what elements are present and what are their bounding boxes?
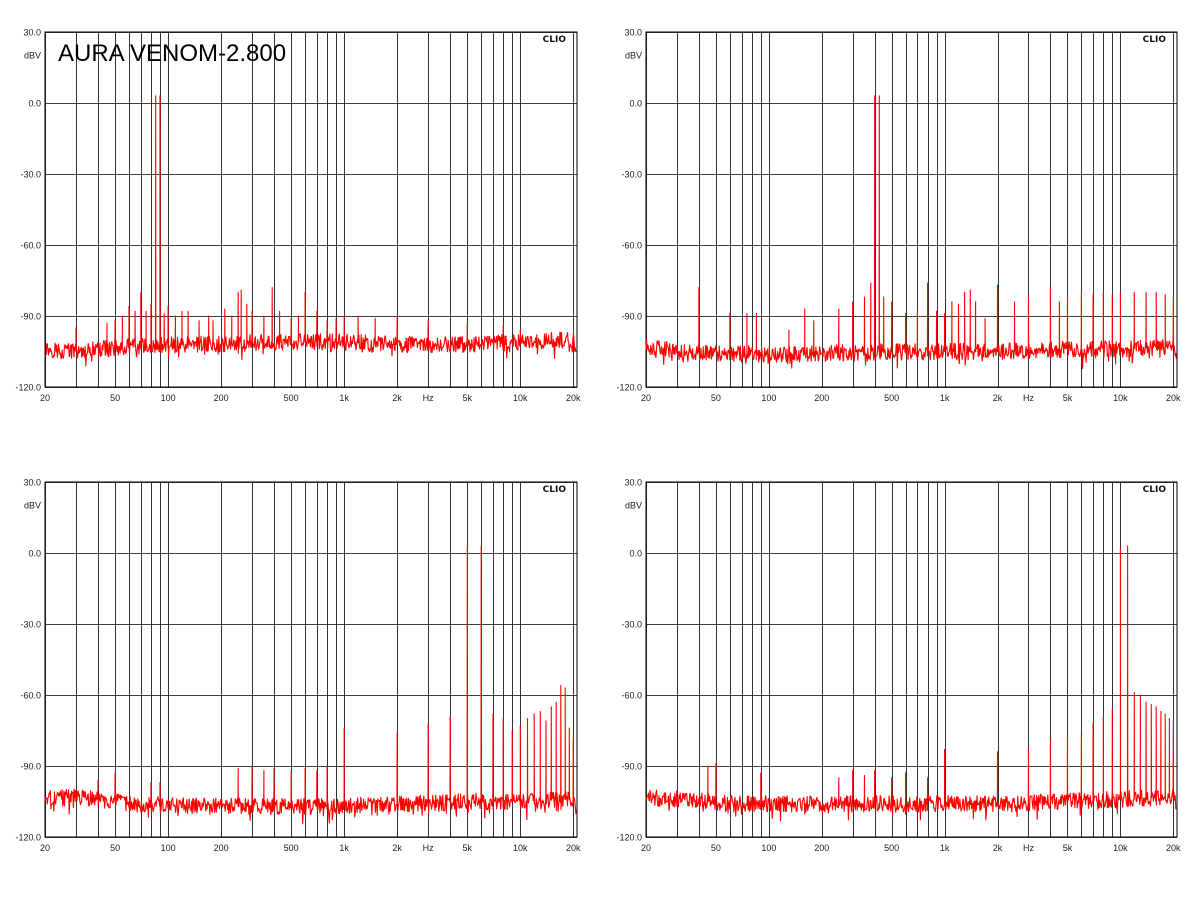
x-tick-label: 200 bbox=[214, 393, 229, 403]
x-tick-label: 10k bbox=[1113, 393, 1128, 403]
x-tick-label: 500 bbox=[884, 393, 899, 403]
x-tick-label: 20k bbox=[566, 393, 581, 403]
spectrum-panel-3: 30.0 0.0 -30.0 -60.0 -90.0 -120.0 dBV 20 50 100 20… bbox=[15, 478, 581, 854]
x-tick-label: 100 bbox=[761, 393, 776, 403]
y-tick-label: -120.0 bbox=[15, 383, 41, 393]
x-tick-label: 1k bbox=[339, 843, 349, 853]
x-tick-label: 200 bbox=[214, 843, 229, 853]
x-tick-label: 200 bbox=[814, 393, 829, 403]
x-tick-label: 200 bbox=[814, 843, 829, 853]
x-tick-label: 20 bbox=[641, 843, 651, 853]
y-tick-label: -60.0 bbox=[621, 691, 642, 701]
x-tick-label: 2k bbox=[993, 393, 1003, 403]
y-unit-label: dBV bbox=[24, 501, 41, 511]
spectrum-trace bbox=[645, 95, 1177, 370]
x-tick-label: 2k bbox=[993, 843, 1003, 853]
x-tick-label: 20 bbox=[40, 393, 50, 403]
spectrum-trace bbox=[44, 545, 577, 825]
x-tick-label: 50 bbox=[110, 393, 120, 403]
x-tick-label: Hz bbox=[423, 843, 434, 853]
x-tick-label: 5k bbox=[1063, 393, 1073, 403]
spectrum-panel-2: 30.0 0.0 -30.0 -60.0 -90.0 -120.0 dBV 20 50 100 20… bbox=[616, 28, 1181, 404]
x-tick-label: 500 bbox=[884, 843, 899, 853]
x-tick-label: 100 bbox=[161, 843, 176, 853]
y-tick-label: 0.0 bbox=[629, 549, 642, 559]
y-tick-label: -90.0 bbox=[20, 312, 41, 322]
y-tick-label: -120.0 bbox=[616, 833, 642, 843]
spectrum-trace bbox=[645, 545, 1177, 822]
x-tick-label: 20k bbox=[1166, 843, 1181, 853]
y-tick-label: -60.0 bbox=[20, 241, 41, 251]
x-tick-label: 50 bbox=[110, 843, 120, 853]
clio-brand-label: CLIO bbox=[1143, 485, 1167, 495]
y-tick-label: -30.0 bbox=[621, 170, 642, 180]
plot-frame bbox=[645, 481, 1178, 838]
plot-frame bbox=[645, 31, 1178, 388]
y-tick-label: 0.0 bbox=[28, 549, 41, 559]
x-tick-label: 20 bbox=[641, 393, 651, 403]
y-tick-label: 30.0 bbox=[23, 28, 41, 38]
y-tick-label: -90.0 bbox=[621, 762, 642, 772]
plot-frame bbox=[44, 31, 578, 388]
y-unit-label: dBV bbox=[625, 501, 642, 511]
y-tick-label: -30.0 bbox=[20, 170, 41, 180]
y-tick-label: -30.0 bbox=[621, 620, 642, 630]
y-tick-label: -60.0 bbox=[621, 241, 642, 251]
spectrum-trace bbox=[44, 95, 577, 367]
x-tick-label: 100 bbox=[161, 393, 176, 403]
plot-frame bbox=[44, 481, 578, 838]
x-tick-label: 5k bbox=[462, 393, 472, 403]
x-tick-label: 20k bbox=[566, 843, 581, 853]
y-tick-label: -90.0 bbox=[621, 312, 642, 322]
y-tick-label: -60.0 bbox=[20, 691, 41, 701]
x-tick-label: 5k bbox=[1063, 843, 1073, 853]
x-tick-label: 500 bbox=[284, 843, 299, 853]
clio-brand-label: CLIO bbox=[543, 35, 567, 45]
x-tick-label: 20k bbox=[1166, 393, 1181, 403]
x-tick-label: 1k bbox=[940, 393, 950, 403]
y-tick-label: 30.0 bbox=[624, 28, 642, 38]
y-tick-label: -90.0 bbox=[20, 762, 41, 772]
y-tick-label: 0.0 bbox=[28, 99, 41, 109]
x-tick-label: Hz bbox=[423, 393, 434, 403]
x-tick-label: 2k bbox=[392, 843, 402, 853]
x-tick-label: 500 bbox=[284, 393, 299, 403]
x-tick-label: 2k bbox=[392, 393, 402, 403]
figure-title: AURA VENOM-2.800 bbox=[58, 40, 286, 67]
x-tick-label: 5k bbox=[462, 843, 472, 853]
y-unit-label: dBV bbox=[625, 51, 642, 61]
x-tick-label: 10k bbox=[513, 393, 528, 403]
x-tick-label: 10k bbox=[513, 843, 528, 853]
x-tick-label: 1k bbox=[339, 393, 349, 403]
spectrum-panel-1: 30.0 0.0 -30.0 -60.0 -90.0 -120.0 dBV 20 50 100 20… bbox=[15, 28, 581, 404]
x-tick-label: 20 bbox=[40, 843, 50, 853]
y-unit-label: dBV bbox=[24, 51, 41, 61]
spectrum-panel-4: 30.0 0.0 -30.0 -60.0 -90.0 -120.0 dBV 20 50 100 20… bbox=[616, 478, 1181, 854]
y-tick-label: -120.0 bbox=[15, 833, 41, 843]
x-tick-label: 50 bbox=[711, 843, 721, 853]
x-tick-label: Hz bbox=[1023, 843, 1034, 853]
y-tick-label: -120.0 bbox=[616, 383, 642, 393]
y-tick-label: 30.0 bbox=[624, 478, 642, 488]
y-tick-label: 0.0 bbox=[629, 99, 642, 109]
x-tick-label: Hz bbox=[1023, 393, 1034, 403]
clio-brand-label: CLIO bbox=[1143, 35, 1167, 45]
x-tick-label: 50 bbox=[711, 393, 721, 403]
x-tick-label: 100 bbox=[761, 843, 776, 853]
x-tick-label: 10k bbox=[1113, 843, 1128, 853]
y-tick-label: 30.0 bbox=[23, 478, 41, 488]
x-tick-label: 1k bbox=[940, 843, 950, 853]
y-tick-label: -30.0 bbox=[20, 620, 41, 630]
clio-brand-label: CLIO bbox=[543, 485, 567, 495]
